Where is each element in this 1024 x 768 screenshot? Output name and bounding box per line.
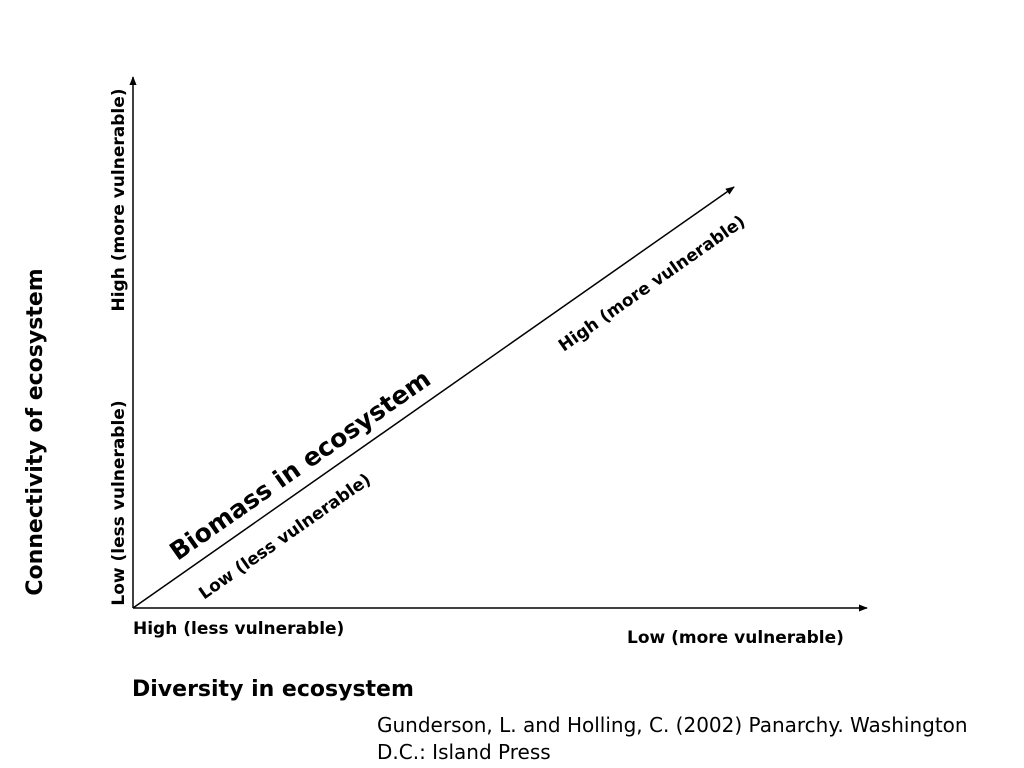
x-axis-low-label: Low (more vulnerable) bbox=[627, 628, 844, 648]
y-axis-title: Connectivity of ecosystem bbox=[23, 268, 48, 595]
x-axis-high-label: High (less vulnerable) bbox=[133, 619, 344, 639]
citation-line-2: D.C.: Island Press bbox=[377, 740, 551, 764]
citation: Gunderson, L. and Holling, C. (2002) Pan… bbox=[377, 712, 987, 766]
x-axis-title: Diversity in ecosystem bbox=[132, 677, 414, 702]
y-axis-low-label: Low (less vulnerable) bbox=[109, 400, 129, 605]
citation-line-1: Gunderson, L. and Holling, C. (2002) Pan… bbox=[377, 713, 968, 737]
z-axis-line bbox=[132, 186, 735, 609]
y-axis-high-label: High (more vulnerable) bbox=[109, 88, 129, 311]
z-axis-high-label: High (more vulnerable) bbox=[555, 212, 749, 356]
